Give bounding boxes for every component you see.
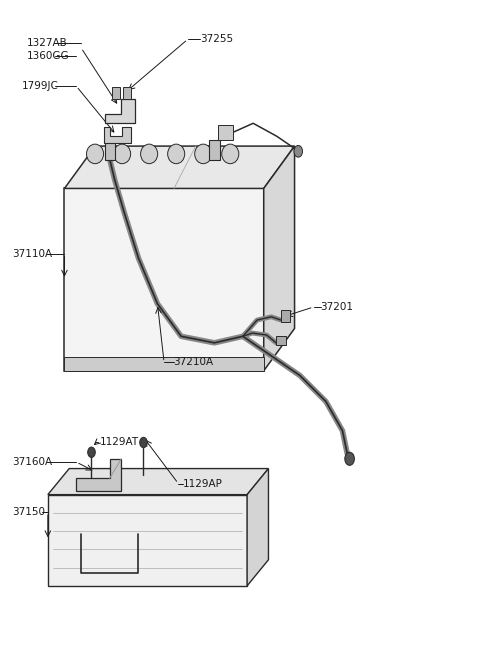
Ellipse shape — [114, 144, 131, 164]
Ellipse shape — [141, 144, 158, 164]
Polygon shape — [264, 146, 295, 371]
Polygon shape — [105, 99, 135, 124]
Circle shape — [140, 438, 147, 447]
Text: 1129AT: 1129AT — [100, 437, 139, 447]
Text: 1799JC: 1799JC — [22, 81, 59, 91]
Ellipse shape — [86, 144, 104, 164]
Circle shape — [88, 447, 96, 457]
Bar — [122, 87, 131, 99]
Polygon shape — [281, 310, 290, 322]
Text: 37150: 37150 — [12, 507, 45, 517]
Bar — [209, 139, 219, 160]
Text: 37110A: 37110A — [12, 248, 52, 259]
Polygon shape — [48, 468, 268, 495]
Polygon shape — [64, 357, 264, 371]
Bar — [112, 87, 120, 99]
Text: 37210A: 37210A — [174, 357, 214, 367]
Polygon shape — [276, 336, 286, 346]
Polygon shape — [48, 495, 247, 586]
Bar — [217, 125, 233, 139]
Text: 37255: 37255 — [200, 34, 233, 44]
Circle shape — [345, 452, 354, 465]
Ellipse shape — [222, 144, 239, 164]
Text: 37201: 37201 — [321, 302, 354, 312]
Polygon shape — [76, 459, 121, 491]
Text: 1360GG: 1360GG — [26, 51, 69, 61]
Text: 37160A: 37160A — [12, 457, 52, 467]
Polygon shape — [64, 146, 295, 189]
Ellipse shape — [168, 144, 185, 164]
Polygon shape — [64, 189, 264, 371]
Ellipse shape — [195, 144, 212, 164]
Circle shape — [294, 145, 302, 157]
Text: 1129AP: 1129AP — [183, 478, 223, 489]
Polygon shape — [104, 127, 132, 143]
Text: 1327AB: 1327AB — [26, 38, 67, 48]
Polygon shape — [247, 468, 268, 586]
Bar — [105, 139, 115, 160]
